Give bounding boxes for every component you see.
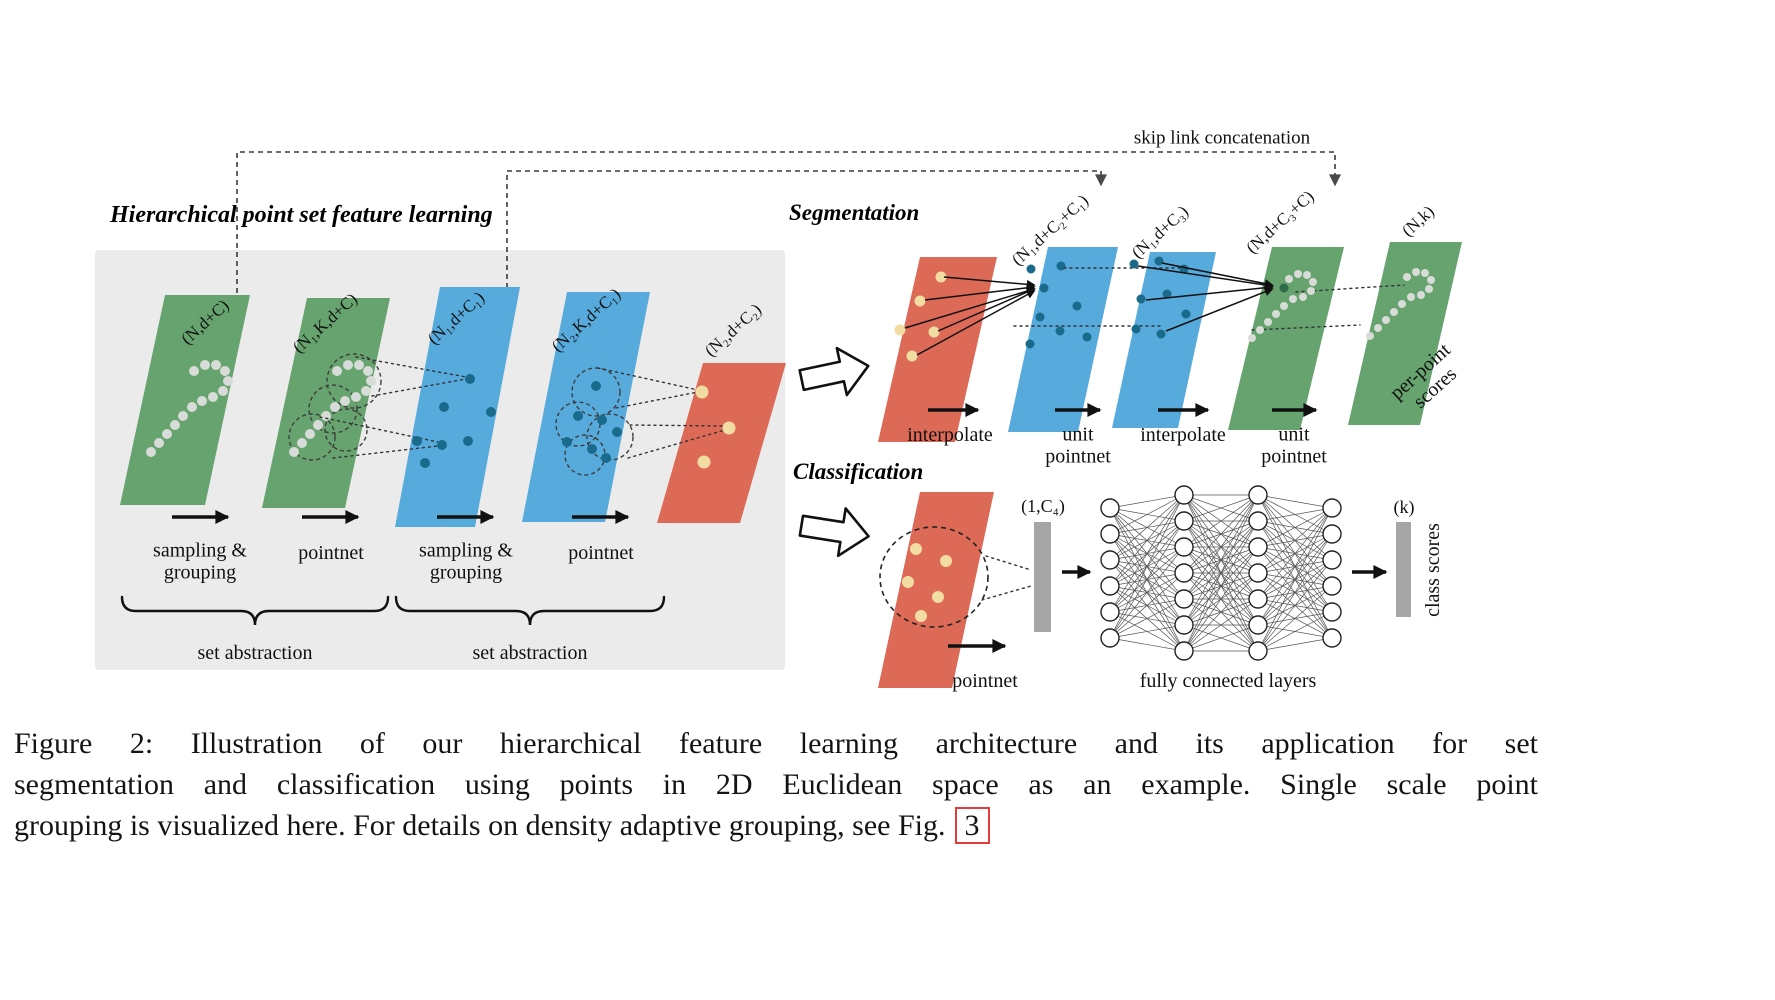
- plane-grouped-2: [522, 292, 650, 522]
- input-points: [146, 360, 233, 457]
- caption-line-3: grouping is visualized here. For details…: [14, 805, 1538, 846]
- classification-branch-arrow: [798, 507, 870, 558]
- class-scores-label: class scores: [1421, 523, 1444, 617]
- caption-line-2: segmentation and classification using po…: [14, 768, 1538, 801]
- grouping-circles-1: [288, 353, 382, 461]
- figure-3-reference[interactable]: 3: [954, 807, 990, 844]
- sampling-grouping-label-2: sampling & grouping: [419, 539, 513, 584]
- grouped-points-2: [562, 381, 622, 463]
- seg-interp-points-2: [1248, 270, 1317, 342]
- interpolation-arrows-2: [1137, 262, 1274, 332]
- segmentation-branch-arrow: [798, 346, 870, 397]
- global-feature-bar: [1034, 522, 1051, 632]
- grouped-points-1: [289, 360, 376, 457]
- caption-line-1: Figure 2: Illustration of our hierarchic…: [14, 727, 1538, 760]
- unit-pointnet-label-2: unit pointnet: [1261, 423, 1327, 468]
- seg-plane-input: [878, 257, 997, 442]
- interpolation-arrows-1: [904, 276, 1036, 356]
- hierarchical-learning-title: Hierarchical point set feature learning: [110, 202, 493, 228]
- cls-grouping-ellipse: [879, 526, 989, 628]
- set-abstraction-label-2: set abstraction: [472, 641, 588, 664]
- skip-link-path-n: [236, 151, 1341, 293]
- grouping-links-2: [597, 367, 726, 459]
- cls-pointnet-links: [981, 555, 1032, 601]
- cls-pointnet-label: pointnet: [952, 669, 1018, 692]
- segmentation-title: Segmentation: [789, 200, 920, 225]
- set-abstraction-brace-1: [120, 595, 390, 626]
- seg-plane-scores: [1348, 242, 1462, 425]
- set-abstraction-label-1: set abstraction: [197, 641, 313, 664]
- grouping-links-1: [319, 356, 467, 459]
- seg-plane-interp-1: [1008, 247, 1118, 432]
- unit-pointnet-label-1: unit pointnet: [1045, 423, 1111, 468]
- plane-abstracted-2: [657, 363, 786, 523]
- cls-plane: [878, 492, 994, 688]
- abstracted-points-1: [412, 374, 496, 468]
- cls-points: [902, 543, 952, 622]
- set-abstraction-brace-2: [394, 595, 666, 626]
- caption-line-3-text: grouping is visualized here. For details…: [14, 809, 946, 842]
- seg-input-points: [894, 271, 947, 362]
- pointnet-label-2: pointnet: [568, 541, 634, 564]
- interpolate-label-2: interpolate: [1140, 423, 1226, 446]
- fc-network: [1100, 485, 1342, 661]
- skip-link-path-n1: [506, 170, 1107, 288]
- seg-interp-points-1: [1025, 261, 1092, 349]
- global-feature-dim-label: (1,C₄): [1021, 495, 1065, 516]
- figure-caption: Figure 2: Illustration of our hierarchic…: [14, 723, 1538, 846]
- seg-unit-points-1: [1129, 256, 1191, 339]
- pointnet-label-1: pointnet: [298, 541, 364, 564]
- seg-plane-unit-1: [1112, 252, 1216, 428]
- abstracted-points-2: [695, 385, 736, 469]
- seg-interp-target-point: [1279, 283, 1289, 293]
- seg-plane-interp-2: [1228, 247, 1344, 430]
- skip-link-label: skip link concatenation: [1133, 127, 1311, 149]
- classification-title: Classification: [793, 459, 924, 484]
- sampling-grouping-label-1: sampling & grouping: [153, 539, 247, 584]
- fc-layers-label: fully connected layers: [1139, 669, 1317, 692]
- seg-score-points: [1366, 268, 1435, 340]
- interpolate-label-1: interpolate: [907, 423, 993, 446]
- class-scores-dim-label: (k): [1393, 496, 1415, 517]
- class-scores-bar: [1396, 522, 1411, 617]
